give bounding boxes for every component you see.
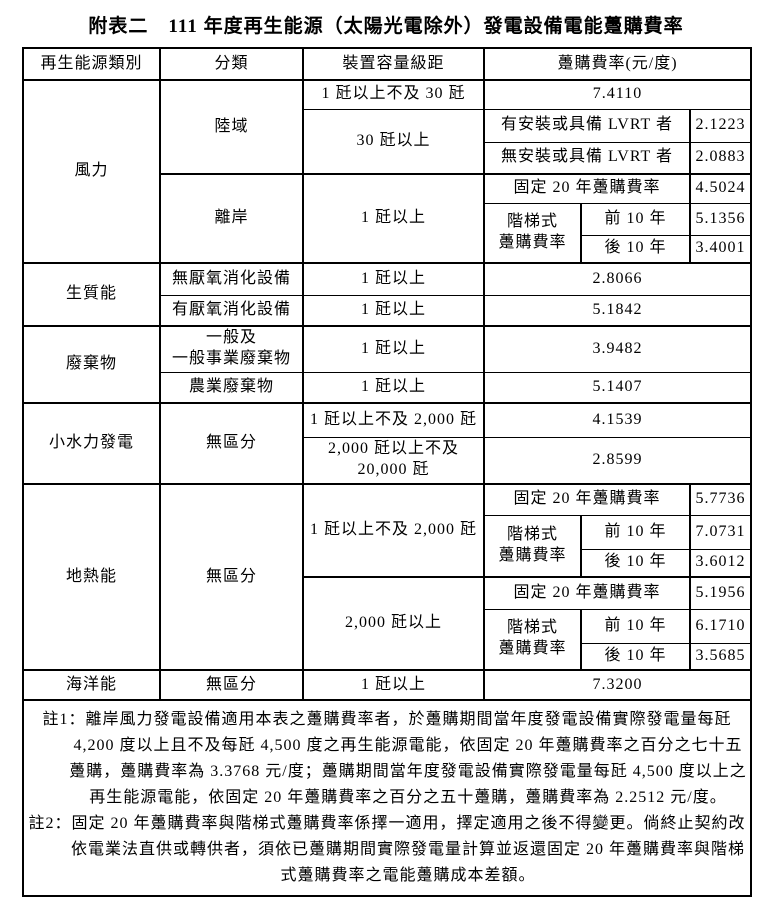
cell-wind-onshore-label: 陸域 <box>159 79 304 175</box>
cell-wind-offshore-fixed-label: 固定 20 年躉購費率 <box>483 173 691 204</box>
cell-biomass-2-rate: 5.1842 <box>482 294 753 327</box>
note-2: 註2：固定 20 年躉購費率與階梯式躉購費率係擇一適用，擇定適用之後不得變更。倘… <box>26 811 748 889</box>
cell-wind-offshore-last10-rate: 3.4001 <box>688 234 753 264</box>
row-geo-g1-fixed: 地熱能 無區分 1 瓩以上不及 2,000 瓩 固定 20 年躉購費率 5.77… <box>22 483 753 671</box>
row-hydro-2: 2,000 瓩以上不及 20,000 瓩 2.8599 <box>23 436 753 485</box>
cell-geo-category: 地熱能 <box>22 483 161 671</box>
cell-ocean-rate: 7.3200 <box>482 669 753 701</box>
cell-geo-g1-first10-label: 前 10 年 <box>580 514 691 550</box>
cell-geo-g2-fixed-label: 固定 20 年躉購費率 <box>483 576 691 610</box>
cell-wind-onshore-tier1-capacity: 1 瓩以上不及 30 瓩 <box>302 79 485 110</box>
row-wind-offshore-tiered-first: 階梯式 躉購費率 前 10 年 5.1356 <box>23 202 753 264</box>
cell-hydro-2-capacity: 2,000 瓩以上不及 20,000 瓩 <box>302 436 485 485</box>
row-hydro-1: 小水力發電 無區分 1 瓩以上不及 2,000 瓩 4.1539 <box>22 402 753 485</box>
cell-ocean-category: 海洋能 <box>22 669 161 701</box>
cell-geo-g1-last10-label: 後 10 年 <box>580 548 691 578</box>
cell-geo-g2-first10-label: 前 10 年 <box>580 608 691 644</box>
header-capacity: 裝置容量級距 <box>302 47 485 81</box>
cell-geo-g1-tiered-label: 階梯式 躉購費率 <box>483 514 582 578</box>
cell-waste-1-capacity: 1 瓩以上 <box>302 325 485 373</box>
row-waste-1: 廢棄物 一般及 一般事業廢棄物 1 瓩以上 3.9482 <box>22 325 753 404</box>
cell-geo-g1-capacity: 1 瓩以上不及 2,000 瓩 <box>302 483 485 578</box>
cell-wind-offshore-first10-rate: 5.1356 <box>688 202 753 236</box>
cell-geo-g2-last10-rate: 3.5685 <box>688 642 753 671</box>
table-header-row: 再生能源類別 分類 裝置容量級距 躉購費率(元/度) <box>22 47 753 81</box>
note-2-text: 固定 20 年躉購費率與階梯式躉購費率係擇一適用，擇定適用之後不得變更。倘終止契… <box>71 815 746 884</box>
cell-waste-2-rate: 5.1407 <box>482 371 753 404</box>
cell-hydro-1-capacity: 1 瓩以上不及 2,000 瓩 <box>302 402 485 438</box>
row-geo-g1-tiered-last: 後 10 年 3.6012 <box>23 548 753 578</box>
cell-wind-offshore-label: 離岸 <box>159 173 304 264</box>
cell-wind-offshore-tiered-label: 階梯式 躉購費率 <box>483 202 582 264</box>
cell-biomass-1-capacity: 1 瓩以上 <box>302 262 485 296</box>
row-notes: 註1：離岸風力發電設備適用本表之躉購費率者，於躉購期間當年度發電設備實際發電量每… <box>21 699 753 897</box>
cell-wind-onshore-tier1-rate: 7.4110 <box>482 79 753 110</box>
note-1: 註1：離岸風力發電設備適用本表之躉購費率者，於躉購期間當年度發電設備實際發電量每… <box>26 707 748 811</box>
header-rate: 躉購費率(元/度) <box>482 47 753 81</box>
cell-wind-offshore-first10-label: 前 10 年 <box>580 202 691 236</box>
note-1-text: 離岸風力發電設備適用本表之躉購費率者，於躉購期間當年度發電設備實際發電量每瓩 4… <box>69 711 747 806</box>
row-biomass-2: 有厭氧消化設備 1 瓩以上 5.1842 <box>23 294 753 327</box>
note-2-label: 註2： <box>28 815 72 832</box>
cell-geo-g2-first10-rate: 6.1710 <box>688 608 753 644</box>
row-biomass-1: 生質能 無厭氧消化設備 1 瓩以上 2.8066 <box>22 262 753 327</box>
page-title: 附表二 111 年度再生能源（太陽光電除外）發電設備電能躉購費率 <box>88 16 684 37</box>
cell-wind-offshore-capacity: 1 瓩以上 <box>302 173 485 264</box>
cell-waste-category: 廢棄物 <box>22 325 161 404</box>
cell-biomass-1-classification: 無厭氧消化設備 <box>159 262 304 296</box>
cell-geo-g1-last10-rate: 3.6012 <box>688 548 753 578</box>
row-wind-onshore-lvrt-without: 無安裝或具備 LVRT 者 2.0883 <box>23 141 753 175</box>
row-wind-offshore-fixed: 離岸 1 瓩以上 固定 20 年躉購費率 4.5024 <box>23 173 753 264</box>
cell-hydro-1-rate: 4.1539 <box>482 402 753 438</box>
cell-geo-g2-tiered-label: 階梯式 躉購費率 <box>483 608 582 671</box>
row-wind-onshore-tier1: 風力 陸域 1 瓩以上不及 30 瓩 7.4110 <box>22 79 753 264</box>
row-geo-g2-tiered-first: 階梯式 躉購費率 前 10 年 6.1710 <box>23 608 753 671</box>
cell-wind-lvrt-with-label: 有安裝或具備 LVRT 者 <box>483 108 691 143</box>
cell-biomass-2-classification: 有厭氧消化設備 <box>159 294 304 327</box>
cell-biomass-2-capacity: 1 瓩以上 <box>302 294 485 327</box>
row-wind-onshore-lvrt-with: 30 瓩以上 有安裝或具備 LVRT 者 2.1223 <box>23 108 753 175</box>
cell-hydro-2-rate: 2.8599 <box>482 436 753 485</box>
cell-waste-2-classification: 農業廢棄物 <box>159 371 304 404</box>
cell-ocean-classification: 無區分 <box>159 669 304 701</box>
rates-table: 再生能源類別 分類 裝置容量級距 躉購費率(元/度) 風力 陸域 1 瓩以上不及… <box>21 47 753 897</box>
cell-geo-g2-capacity: 2,000 瓩以上 <box>302 576 485 671</box>
cell-wind-onshore-tier2-capacity: 30 瓩以上 <box>302 108 485 175</box>
cell-geo-classification: 無區分 <box>159 483 304 671</box>
cell-wind-lvrt-with-rate: 2.1223 <box>688 108 753 143</box>
header-type: 再生能源類別 <box>22 47 161 81</box>
cell-biomass-category: 生質能 <box>22 262 161 327</box>
cell-wind-lvrt-without-label: 無安裝或具備 LVRT 者 <box>483 141 691 175</box>
cell-geo-g2-fixed-rate: 5.1956 <box>688 576 753 610</box>
cell-ocean-capacity: 1 瓩以上 <box>302 669 485 701</box>
note-1-label: 註1： <box>42 711 86 728</box>
row-geo-g2-fixed: 2,000 瓩以上 固定 20 年躉購費率 5.1956 <box>23 576 753 671</box>
header-classification: 分類 <box>159 47 304 81</box>
row-ocean: 海洋能 無區分 1 瓩以上 7.3200 <box>22 669 753 701</box>
cell-waste-2-capacity: 1 瓩以上 <box>302 371 485 404</box>
cell-waste-1-classification: 一般及 一般事業廢棄物 <box>159 325 304 373</box>
notes-section: 註1：離岸風力發電設備適用本表之躉購費率者，於躉購期間當年度發電設備實際發電量每… <box>21 699 753 897</box>
cell-geo-g2-last10-label: 後 10 年 <box>580 642 691 671</box>
cell-geo-g1-fixed-rate: 5.7736 <box>688 483 753 516</box>
cell-biomass-1-rate: 2.8066 <box>482 262 753 296</box>
cell-waste-1-rate: 3.9482 <box>482 325 753 373</box>
cell-hydro-classification: 無區分 <box>159 402 304 485</box>
cell-hydro-category: 小水力發電 <box>22 402 161 485</box>
cell-wind-offshore-fixed-rate: 4.5024 <box>688 173 753 204</box>
cell-geo-g1-first10-rate: 7.0731 <box>688 514 753 550</box>
cell-wind-offshore-last10-label: 後 10 年 <box>580 234 691 264</box>
cell-wind-category: 風力 <box>22 79 161 264</box>
row-geo-g1-tiered-first: 階梯式 躉購費率 前 10 年 7.0731 <box>23 514 753 578</box>
row-waste-2: 農業廢棄物 1 瓩以上 5.1407 <box>23 371 753 404</box>
cell-wind-lvrt-without-rate: 2.0883 <box>688 141 753 175</box>
cell-geo-g1-fixed-label: 固定 20 年躉購費率 <box>483 483 691 516</box>
